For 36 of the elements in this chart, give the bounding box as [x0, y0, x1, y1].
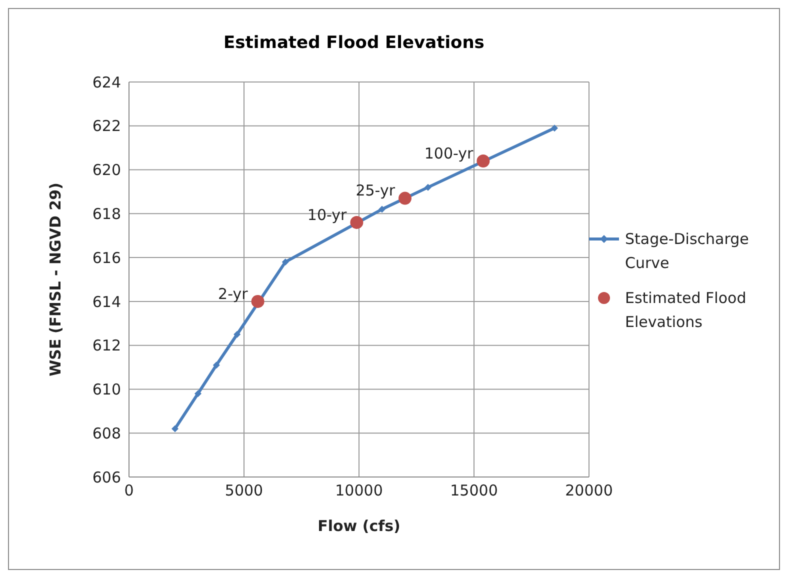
- point: [194, 390, 202, 398]
- y-tick-label: 618: [92, 204, 121, 223]
- y-tick-label: 620: [92, 161, 121, 180]
- legend-label: Estimated Flood Elevations: [625, 288, 748, 333]
- point: [398, 192, 412, 205]
- y-axis-title: WSE (FMSL - NGVD 29): [46, 182, 64, 376]
- x-tick-label: 20000: [565, 482, 613, 500]
- y-tick-label: 622: [92, 117, 121, 136]
- y-tick-label: 614: [92, 292, 121, 311]
- point: [251, 294, 264, 308]
- chart-title: Estimated Flood Elevations: [222, 33, 486, 53]
- point: [378, 206, 386, 213]
- x-tick-label: 10000: [335, 482, 383, 500]
- point: [282, 258, 289, 266]
- x-tick-label: 5000: [224, 482, 264, 500]
- point: [212, 362, 220, 369]
- y-tick-label: 624: [92, 73, 121, 92]
- point: [234, 330, 241, 338]
- x-axis-title: Flow (cfs): [318, 517, 400, 535]
- y-tick-label: 612: [92, 336, 121, 355]
- annotation: 100-yr: [424, 144, 474, 162]
- x-tick-label: 0: [124, 482, 134, 500]
- point: [172, 425, 178, 432]
- annotation: 2-yr: [218, 284, 249, 303]
- point: [424, 184, 432, 191]
- y-tick-label: 610: [92, 380, 121, 399]
- y-tick-label: 608: [92, 424, 121, 442]
- point: [476, 154, 490, 168]
- y-tick-label: 616: [92, 248, 121, 267]
- point: [350, 216, 364, 229]
- annotation: 25-yr: [356, 182, 396, 200]
- y-tick-label: 606: [92, 468, 121, 486]
- x-tick-label: 15000: [450, 482, 498, 500]
- annotation: 10-yr: [307, 206, 348, 224]
- point: [551, 124, 558, 132]
- legend-label: Stage-Discharge Curve: [625, 229, 749, 274]
